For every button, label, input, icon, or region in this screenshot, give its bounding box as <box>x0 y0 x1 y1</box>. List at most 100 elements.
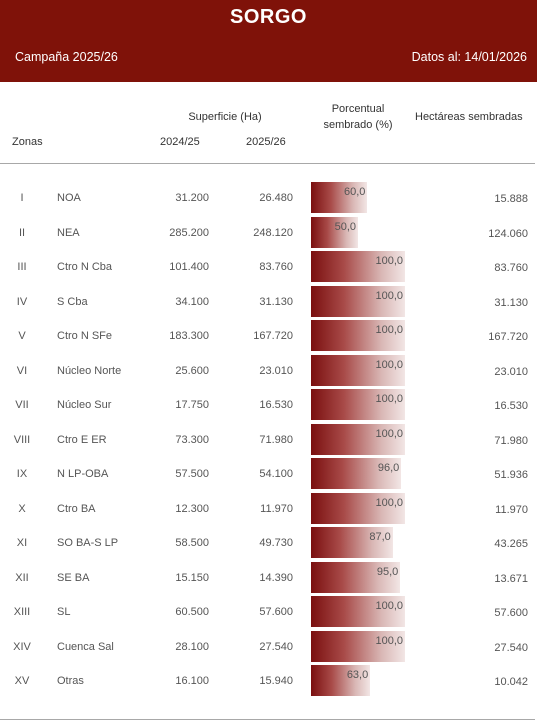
percent-header-line2: sembrado (%) <box>323 119 393 131</box>
percent-bar <box>311 596 405 627</box>
data-date: Datos al: 14/01/2026 <box>411 50 527 64</box>
surface-2025-26: 14.390 <box>259 571 293 584</box>
sown-hectares: 83.760 <box>494 262 528 274</box>
percent-bar <box>311 665 371 696</box>
sown-hectares: 31.130 <box>494 296 528 309</box>
percent-value: 100,0 <box>375 634 403 647</box>
surface-2025-26: 11.970 <box>260 502 293 515</box>
zone-name: Ctro E ER <box>57 433 107 446</box>
zone-name: NOA <box>57 192 81 204</box>
zone-number: V <box>18 330 26 342</box>
surface-2024-25: 17.750 <box>175 399 209 411</box>
table-row: X Ctro BA 12.300 11.970 100,0 11.970 <box>0 491 537 525</box>
surface-2024-25: 16.100 <box>175 675 209 687</box>
zone-name: Ctro N Cba <box>57 261 113 273</box>
sown-hectares: 71.980 <box>494 434 528 447</box>
zone-number: XIV <box>13 640 31 653</box>
table-row: VII Núcleo Sur 17.750 16.530 100,0 16.530 <box>0 387 537 421</box>
percent-value: 100,0 <box>375 496 403 509</box>
percent-bar <box>311 458 402 489</box>
zone-number: XI <box>16 537 28 549</box>
zone-name: Ctro BA <box>57 502 96 515</box>
table-row: XIV Cuenca Sal 28.100 27.540 100,0 27.540 <box>0 629 537 663</box>
percent-value: 95,0 <box>376 565 399 578</box>
surface-2024-25: 15.150 <box>175 571 209 584</box>
sown-hectares: 11.970 <box>495 503 528 516</box>
surface-2024-25: 25.600 <box>175 364 209 377</box>
table-row: XIII SL 60.500 57.600 100,0 57.600 <box>0 594 537 628</box>
zone-number: IX <box>16 468 28 480</box>
surface-2025-26: 23.010 <box>259 364 293 377</box>
percent-bar <box>311 182 368 213</box>
title-banner: SORGO Campaña 2025/26 Datos al: 14/01/20… <box>0 0 537 82</box>
percent-bar <box>311 561 401 593</box>
surface-2024-25: 285.200 <box>169 226 209 239</box>
zone-number: II <box>18 226 26 239</box>
zone-number: XIII <box>13 606 31 618</box>
percent-value: 50,0 <box>334 220 356 233</box>
surface-2024-25: 12.300 <box>175 502 209 515</box>
zone-name: Cuenca Sal <box>57 640 114 653</box>
surface-2025-26: 26.480 <box>259 192 293 204</box>
surface-2025-26: 31.130 <box>259 295 293 308</box>
surface-2025-26: 167.720 <box>253 330 293 342</box>
table-row: II NEA 285.200 248.120 50,0 124.060 <box>0 215 537 249</box>
percent-value: 100,0 <box>375 358 403 371</box>
percent-bar <box>311 320 405 351</box>
year-prev-header: 2024/25 <box>160 136 200 148</box>
table-row: IX N LP-OBA 57.500 54.100 96,0 51.936 <box>0 456 537 490</box>
campaign-label: Campaña 2025/26 <box>15 50 118 64</box>
zone-name: SO BA-S LP <box>57 537 119 549</box>
surface-2024-25: 58.500 <box>175 537 209 549</box>
sown-hectares: 51.936 <box>494 469 528 481</box>
percent-value: 100,0 <box>375 600 403 612</box>
table-row: XI SO BA-S LP 58.500 49.730 87,0 43.265 <box>0 525 537 559</box>
percent-value: 100,0 <box>375 427 403 440</box>
sown-hectares: 43.265 <box>494 538 528 550</box>
surface-2025-26: 54.100 <box>259 468 293 480</box>
zones-header: Zonas <box>12 136 43 148</box>
surface-2024-25: 34.100 <box>175 295 209 308</box>
percent-value: 60,0 <box>343 186 366 198</box>
page-title: SORGO <box>230 6 307 28</box>
zone-name: SL <box>57 606 71 618</box>
footer-divider <box>0 719 535 720</box>
percent-value: 87,0 <box>369 531 391 543</box>
zone-number: XII <box>15 571 29 584</box>
sown-hectares: 10.042 <box>494 676 528 688</box>
surface-2025-26: 15.940 <box>259 675 293 687</box>
year-curr-header: 2025/26 <box>246 136 286 148</box>
percent-value: 100,0 <box>375 393 403 405</box>
percent-bar <box>311 216 358 248</box>
sown-hectares: 15.888 <box>494 193 528 205</box>
table-row: IV S Cba 34.100 31.130 100,0 31.130 <box>0 284 537 318</box>
surface-2025-26: 248.120 <box>253 226 293 239</box>
percent-bar <box>311 285 405 317</box>
sown-header: Hectáreas sembradas <box>415 111 523 123</box>
percent-value: 63,0 <box>346 669 369 681</box>
percent-value: 96,0 <box>377 462 400 474</box>
surface-2024-25: 57.500 <box>175 468 209 480</box>
zone-name: NEA <box>57 226 80 239</box>
header-divider <box>0 163 535 164</box>
table-row: III Ctro N Cba 101.400 83.760 100,0 83.760 <box>0 249 537 283</box>
zone-number: XV <box>14 675 30 687</box>
sown-hectares: 23.010 <box>494 365 528 378</box>
surface-2025-26: 27.540 <box>259 640 293 653</box>
zone-name: S Cba <box>57 295 88 308</box>
zone-number: VIII <box>13 433 31 446</box>
surface-2024-25: 101.400 <box>169 261 209 273</box>
table-row: VIII Ctro E ER 73.300 71.980 100,0 71.980 <box>0 422 537 456</box>
table-row: I NOA 31.200 26.480 60,0 15.888 <box>0 180 537 214</box>
sown-hectares: 167.720 <box>488 331 528 343</box>
percent-bar <box>311 389 405 420</box>
percent-header-line1: Porcentual <box>331 103 385 115</box>
surface-2024-25: 60.500 <box>175 606 209 618</box>
zone-name: Núcleo Sur <box>57 399 112 411</box>
sown-hectares: 124.060 <box>488 227 528 240</box>
table-row: XV Otras 16.100 15.940 63,0 10.042 <box>0 663 537 697</box>
zone-name: N LP-OBA <box>57 468 109 480</box>
sown-hectares: 57.600 <box>494 607 528 619</box>
surface-2024-25: 183.300 <box>169 330 209 342</box>
zone-number: III <box>17 261 27 273</box>
